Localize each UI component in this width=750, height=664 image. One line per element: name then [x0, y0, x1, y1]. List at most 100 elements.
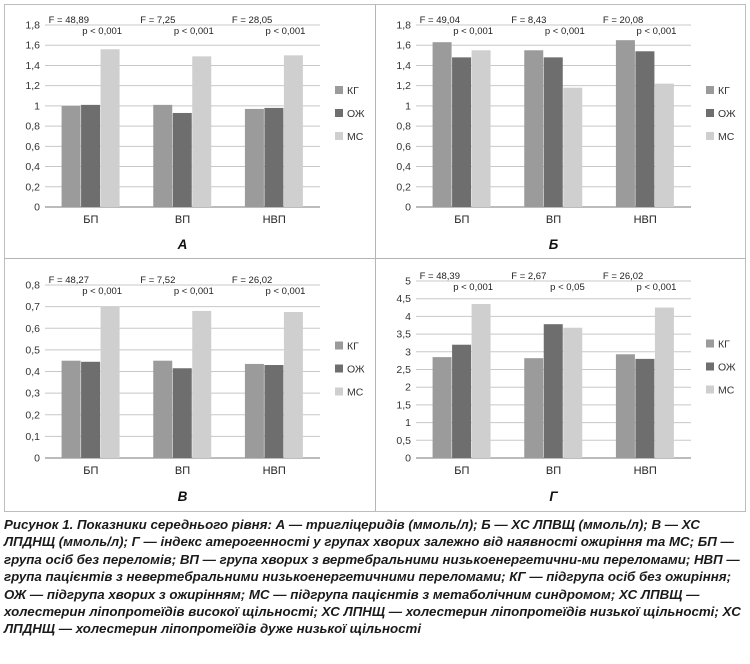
chart-b-panel-letter: Б [549, 237, 559, 252]
chart-g-ytick-label: 4 [405, 311, 411, 323]
chart-b-ytick-label: 1 [405, 100, 411, 112]
chart-v-bar [264, 365, 284, 458]
chart-a-ytick-label: 0,8 [25, 121, 40, 133]
chart-a-legend-swatch [335, 86, 343, 94]
chart-a-category-label: БП [83, 214, 98, 226]
chart-a-category-label: ВП [175, 214, 190, 226]
chart-b-ytick-label: 1,4 [396, 60, 411, 72]
chart-v-bar [192, 310, 212, 458]
chart-v-p-annotation: p < 0,001 [174, 286, 214, 297]
chart-g-p-annotation: p < 0,001 [637, 282, 677, 293]
chart-b-legend-label: ОЖ [718, 108, 736, 120]
chart-a-legend-label: ОЖ [347, 108, 365, 120]
chart-b-f-annotation: F = 20,08 [603, 15, 643, 26]
chart-v-bar [81, 361, 101, 458]
chart-b-ytick-label: 0,4 [396, 161, 411, 173]
chart-g-bar [563, 327, 583, 458]
chart-v-ytick-label: 0,2 [25, 409, 40, 421]
chart-v-legend-label: ОЖ [347, 364, 365, 376]
chart-b-ytick-label: 1,6 [396, 40, 411, 52]
chart-v-category-label: НВП [263, 465, 286, 477]
chart-panel-v: 0 0,1 0,2 0,3 0,4 0,5 0,6 0,7 0,8 БП F = 48,27 p < … [5, 259, 375, 511]
chart-g-ytick-label: 0,5 [396, 435, 411, 447]
chart-a-p-annotation: p < 0,001 [266, 26, 306, 37]
chart-v-ytick-label: 0 [34, 453, 40, 465]
chart-b-legend-label: МС [718, 131, 735, 143]
chart-g-category-label: ВП [546, 465, 561, 477]
chart-v-category-label: ВП [175, 465, 190, 477]
chart-g-legend-swatch [706, 385, 714, 394]
chart-a-bar [192, 56, 212, 207]
chart-v-ytick-label: 0,1 [25, 431, 40, 443]
chart-v-ytick-label: 0,6 [25, 323, 40, 335]
chart-g-category-label: БП [454, 465, 469, 477]
chart-a-legend-swatch [335, 109, 343, 117]
chart-a-bar [61, 105, 81, 207]
chart-a-f-annotation: F = 7,25 [140, 15, 175, 26]
chart-b-category-label: НВП [634, 214, 657, 226]
chart-b-category-label: БП [454, 214, 469, 226]
chart-g-f-annotation: F = 48,39 [420, 271, 460, 282]
chart-v-bar [100, 306, 120, 458]
chart-b-bar [654, 83, 674, 207]
chart-b-bar [471, 50, 491, 208]
chart-g-ytick-label: 3,5 [396, 329, 411, 341]
chart-v-legend-label: МС [347, 387, 364, 399]
chart-panel-g: 0 0,5 1 1,5 2 2,5 3 3,5 4 4,5 5 БП F = 48,39 p < 0,00… [376, 259, 746, 511]
chart-b-f-annotation: F = 8,43 [511, 15, 546, 26]
chart-v-ytick-label: 0,4 [25, 366, 40, 378]
chart-a-bar [264, 107, 284, 207]
chart-b-bar [452, 57, 472, 207]
chart-a-ytick-label: 1,4 [25, 60, 40, 72]
chart-v-bar [283, 312, 303, 458]
chart-a-bar [283, 55, 303, 208]
chart-b-p-annotation: p < 0,001 [545, 26, 585, 37]
chart-v-p-annotation: p < 0,001 [266, 286, 306, 297]
caption-text: Показники середнього рівня: А — тригліце… [4, 517, 741, 637]
chart-a-ytick-label: 1,8 [25, 20, 40, 32]
chart-b-legend-swatch [706, 109, 714, 117]
chart-g-legend-swatch [706, 362, 714, 371]
chart-g-p-annotation: p < 0,05 [550, 282, 585, 293]
chart-g-bar [471, 304, 491, 458]
chart-a-legend-label: КГ [347, 85, 359, 97]
chart-g-panel-letter: Г [549, 489, 558, 504]
chart-a-ytick-label: 1,2 [25, 80, 40, 92]
chart-b-bar [432, 42, 452, 207]
chart-v-legend-swatch [335, 387, 343, 396]
chart-a-f-annotation: F = 28,05 [232, 15, 272, 26]
chart-a-f-annotation: F = 48,89 [49, 15, 89, 26]
chart-g-bar [654, 307, 674, 458]
chart-g-bar [543, 324, 563, 458]
chart-g-legend-label: КГ [718, 339, 730, 351]
chart-g-category-label: НВП [634, 465, 657, 477]
chart-g-bar [615, 354, 635, 458]
figure-caption: Рисунок 1. Показники середнього рівня: А… [4, 516, 746, 638]
chart-v-ytick-label: 0,8 [25, 280, 40, 292]
chart-b-ytick-label: 0,8 [396, 121, 411, 133]
chart-v-legend-label: КГ [347, 341, 359, 353]
chart-g-bar [452, 344, 472, 458]
chart-a-bar [244, 108, 264, 207]
chart-g-ytick-label: 1 [405, 417, 411, 429]
chart-a-p-annotation: p < 0,001 [174, 26, 214, 37]
chart-g-ytick-label: 3 [405, 346, 411, 358]
chart-a-legend-swatch [335, 132, 343, 140]
chart-a-bar [153, 104, 173, 207]
chart-panel-a: 0 0,2 0,4 0,6 0,8 1 1,2 1,4 1,6 1,8 БП F = 48,89 p <… [5, 5, 375, 259]
chart-b-bar [524, 50, 544, 208]
chart-g-legend-label: МС [718, 385, 735, 397]
chart-a-panel-letter: А [177, 237, 188, 252]
chart-g-ytick-label: 1,5 [396, 399, 411, 411]
chart-v-legend-swatch [335, 341, 343, 350]
chart-v-f-annotation: F = 7,52 [140, 275, 175, 286]
chart-b-bar [563, 87, 583, 207]
chart-a-category-label: НВП [263, 214, 286, 226]
caption-label: Рисунок 1. [4, 517, 74, 532]
chart-g-ytick-label: 0 [405, 453, 411, 465]
chart-a-p-annotation: p < 0,001 [82, 26, 122, 37]
chart-g-f-annotation: F = 26,02 [603, 271, 643, 282]
figure-frame: 0 0,2 0,4 0,6 0,8 1 1,2 1,4 1,6 1,8 БП F = 48,89 p <… [4, 4, 746, 512]
